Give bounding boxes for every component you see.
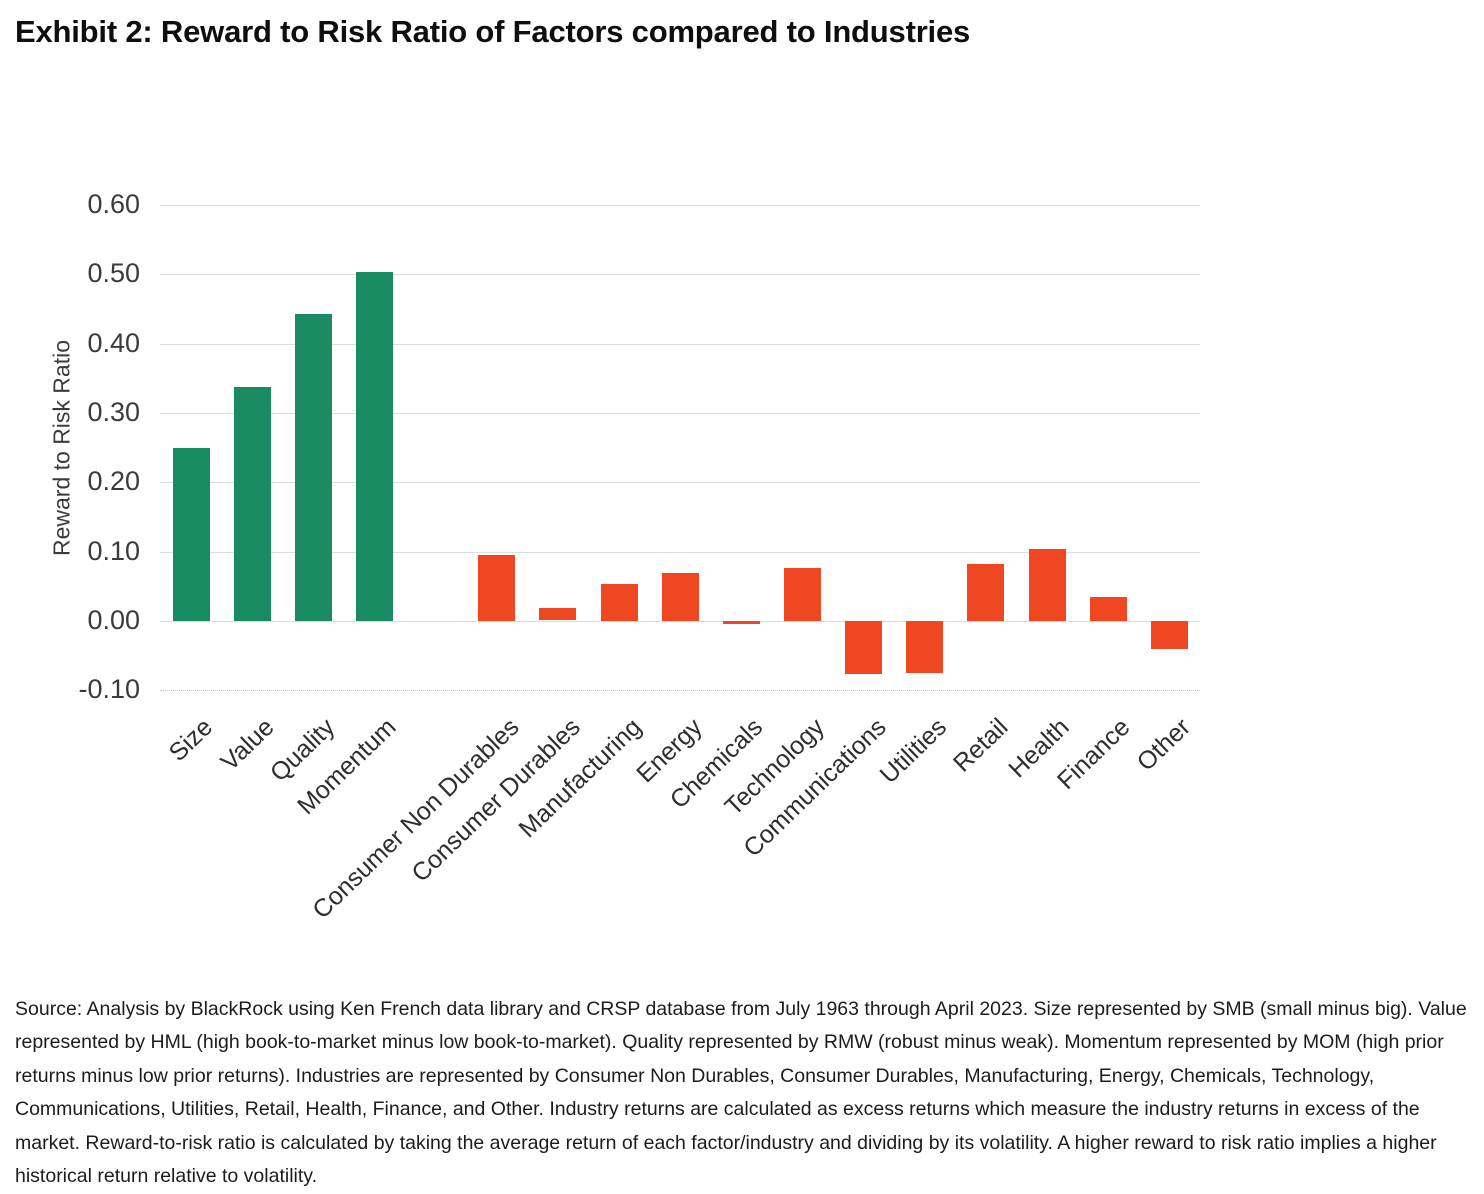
bar-utilities [906,621,943,673]
bar-size [173,448,210,621]
bar-health [1029,549,1066,621]
y-axis-title: Reward to Risk Ratio [48,339,75,557]
bar-retail [967,564,1004,621]
source-note: Source: Analysis by BlackRock using Ken … [15,998,1467,1188]
bar-consumer-non-durables [478,555,515,621]
y-tick-label: 0.50 [87,257,140,288]
y-tick-label: -0.10 [78,673,140,704]
gridline [160,413,1200,414]
gridline [160,690,1200,691]
y-tick-label: 0.00 [87,604,140,635]
bar-manufacturing [601,584,638,621]
gridline [160,482,1200,483]
bar-communications [845,621,882,674]
bar-momentum [356,272,393,621]
y-tick-label: 0.20 [87,465,140,496]
bar-other [1151,621,1188,649]
gridline [160,552,1200,553]
gridline [160,274,1200,275]
x-axis-label: Retail [948,713,1014,778]
x-axis-label: Other [1132,713,1197,777]
x-axis-label: Utilities [875,713,953,790]
y-tick-label: 0.10 [87,535,140,566]
gridline [160,205,1200,206]
bar-chart: Reward to Risk Ratio 0.60 0.50 0.40 0.30 0.2… [48,188,1200,924]
bar-technology [784,568,821,621]
bar-chemicals [723,621,760,624]
bar-quality [295,314,332,621]
y-tick-label: 0.40 [87,327,140,358]
bar-value [234,387,271,621]
y-tick-label: 0.60 [87,188,140,219]
bar-finance [1090,597,1127,621]
y-tick-label: 0.30 [87,396,140,427]
bar-consumer-durables [539,608,576,620]
bar-energy [662,573,699,621]
x-axis-label: Size [164,713,219,767]
gridline [160,621,1200,622]
page-title: Exhibit 2: Reward to Risk Ratio of Facto… [15,14,971,49]
gridline [160,344,1200,345]
